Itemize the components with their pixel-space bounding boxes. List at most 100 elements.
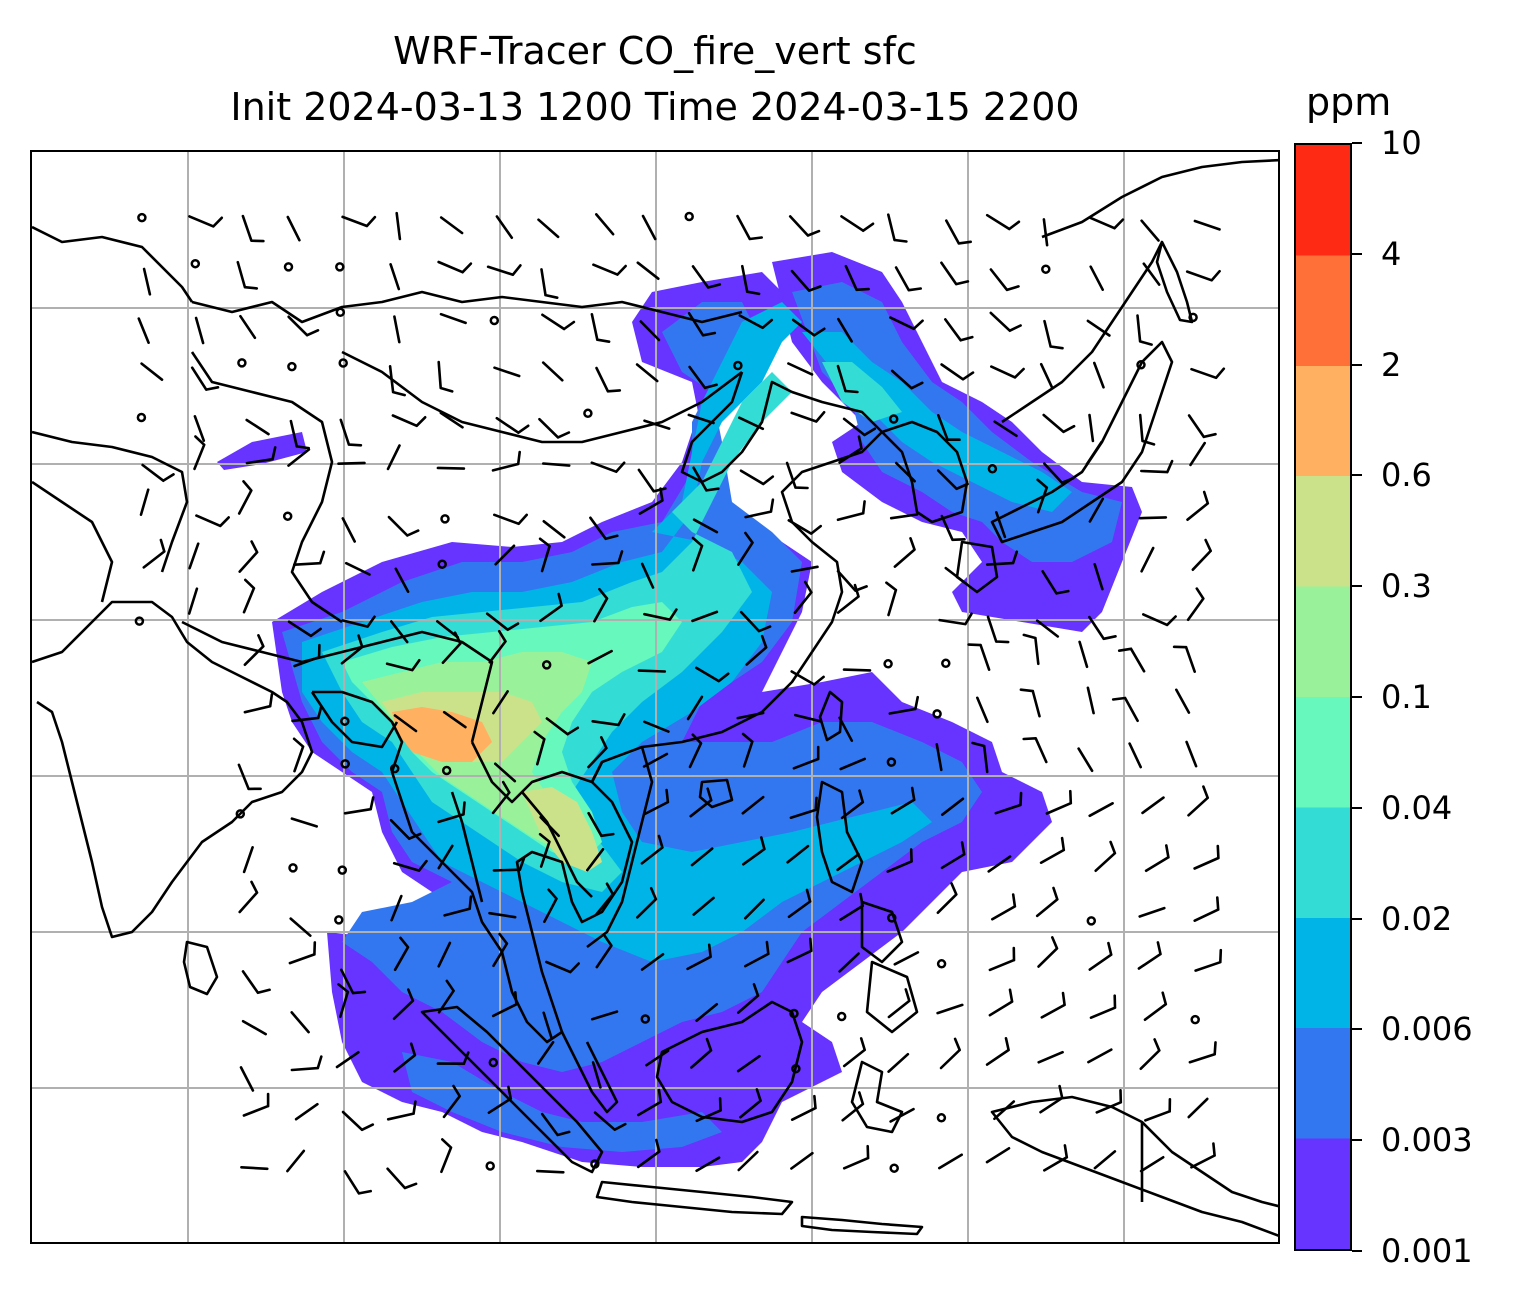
colorbar-tick — [1352, 252, 1362, 255]
wind-barb — [389, 263, 401, 291]
wind-barb — [1088, 615, 1117, 641]
wind-barb — [936, 882, 958, 914]
wind-barb — [1035, 886, 1059, 918]
wind-barb — [1140, 219, 1160, 242]
wind-barb — [486, 264, 522, 276]
calm-wind-circle — [136, 412, 147, 423]
wind-barb — [494, 762, 517, 783]
wind-barb — [493, 366, 521, 378]
wind-barb — [141, 463, 175, 482]
coastline-lesser-sunda — [800, 1215, 924, 1236]
wind-barb — [437, 979, 455, 1014]
calm-wind-circle — [190, 258, 201, 269]
lat-lon-gridlines — [32, 152, 1278, 1242]
wind-barb — [241, 214, 265, 243]
wind-barb — [1088, 941, 1113, 971]
wind-barb — [436, 620, 460, 639]
wind-barb — [491, 991, 518, 1018]
wind-barb — [595, 934, 613, 969]
wind-barb — [990, 365, 1025, 379]
wind-barb — [242, 578, 256, 614]
wind-barb — [188, 215, 224, 228]
wind-barb — [944, 566, 968, 586]
wind-barb — [593, 587, 609, 623]
wind-barb — [792, 745, 820, 770]
wind-barb — [243, 634, 265, 666]
wind-barb — [1086, 319, 1111, 337]
wind-barb — [695, 666, 730, 683]
wind-barb — [988, 946, 1016, 972]
wind-barb — [1128, 742, 1142, 769]
wind-barb — [639, 320, 661, 342]
calm-wind-circle — [485, 1161, 495, 1171]
wind-barb — [736, 214, 763, 241]
wind-barb — [971, 741, 989, 774]
calm-wind-circle — [583, 408, 593, 419]
wind-barb — [195, 514, 230, 528]
wind-barb — [1142, 613, 1177, 627]
wind-barb — [193, 435, 206, 471]
wind-barb — [1045, 789, 1073, 815]
wind-barb — [439, 216, 464, 235]
calm-wind-circle — [889, 1163, 899, 1173]
calm-wind-circle — [337, 865, 348, 875]
wind-barb — [542, 520, 566, 539]
wind-barb — [1035, 619, 1060, 638]
wind-barb — [985, 550, 1019, 566]
wind-barb — [339, 418, 363, 447]
wind-barb — [889, 1107, 915, 1123]
wind-barb — [287, 315, 320, 337]
wind-barb — [790, 411, 826, 423]
wind-barb — [492, 932, 509, 968]
wind-barb — [838, 716, 854, 742]
wind-barb — [889, 316, 924, 331]
wind-barb — [640, 953, 665, 971]
wind-barb — [538, 832, 551, 868]
wind-barb — [1175, 688, 1191, 714]
wind-barb — [790, 670, 825, 686]
wind-barb — [842, 668, 872, 672]
wind-barb — [593, 1111, 627, 1131]
wind-barb — [491, 450, 521, 472]
wind-barb — [291, 705, 323, 723]
calm-wind-circle — [488, 1057, 499, 1068]
wind-barb — [341, 615, 376, 628]
wind-barb — [1043, 319, 1064, 350]
wind-barb — [939, 1037, 961, 1070]
wind-barb — [739, 1088, 762, 1119]
border-kazakhstan — [32, 225, 194, 303]
wind-barb — [591, 1061, 602, 1089]
wind-barb — [439, 411, 464, 429]
wind-barb — [692, 896, 715, 916]
calm-wind-circle — [437, 559, 447, 569]
wind-barb — [1187, 785, 1209, 817]
calm-wind-circle — [1136, 360, 1146, 370]
wind-barb — [441, 631, 462, 664]
wind-barb — [893, 537, 916, 568]
wind-barb — [985, 213, 1021, 231]
calm-wind-circle — [883, 659, 893, 669]
wind-barb — [289, 419, 310, 450]
wind-barb — [187, 587, 199, 615]
wind-barb — [976, 696, 989, 724]
wind-barb — [586, 848, 605, 872]
wind-barb — [395, 211, 402, 241]
wind-barb — [245, 446, 277, 465]
wind-barb — [1039, 1084, 1064, 1114]
wind-barb — [286, 1149, 306, 1173]
calm-wind-circle — [1190, 1014, 1200, 1025]
wind-barb — [340, 968, 367, 995]
wind-barb — [337, 983, 350, 1018]
wind-barb — [194, 316, 205, 345]
co-concentration-field — [217, 252, 1142, 1167]
wind-barb — [836, 500, 866, 522]
border-pakistan — [32, 480, 114, 603]
wind-barb — [337, 461, 366, 465]
concentration-contour — [392, 707, 492, 762]
wind-barb — [987, 855, 1012, 873]
colorbar-tick-label: 0.001 — [1381, 1232, 1473, 1270]
wind-barb — [791, 318, 826, 337]
wind-barb — [391, 414, 427, 428]
wind-barb — [787, 519, 822, 535]
wind-barb — [985, 1147, 1011, 1164]
